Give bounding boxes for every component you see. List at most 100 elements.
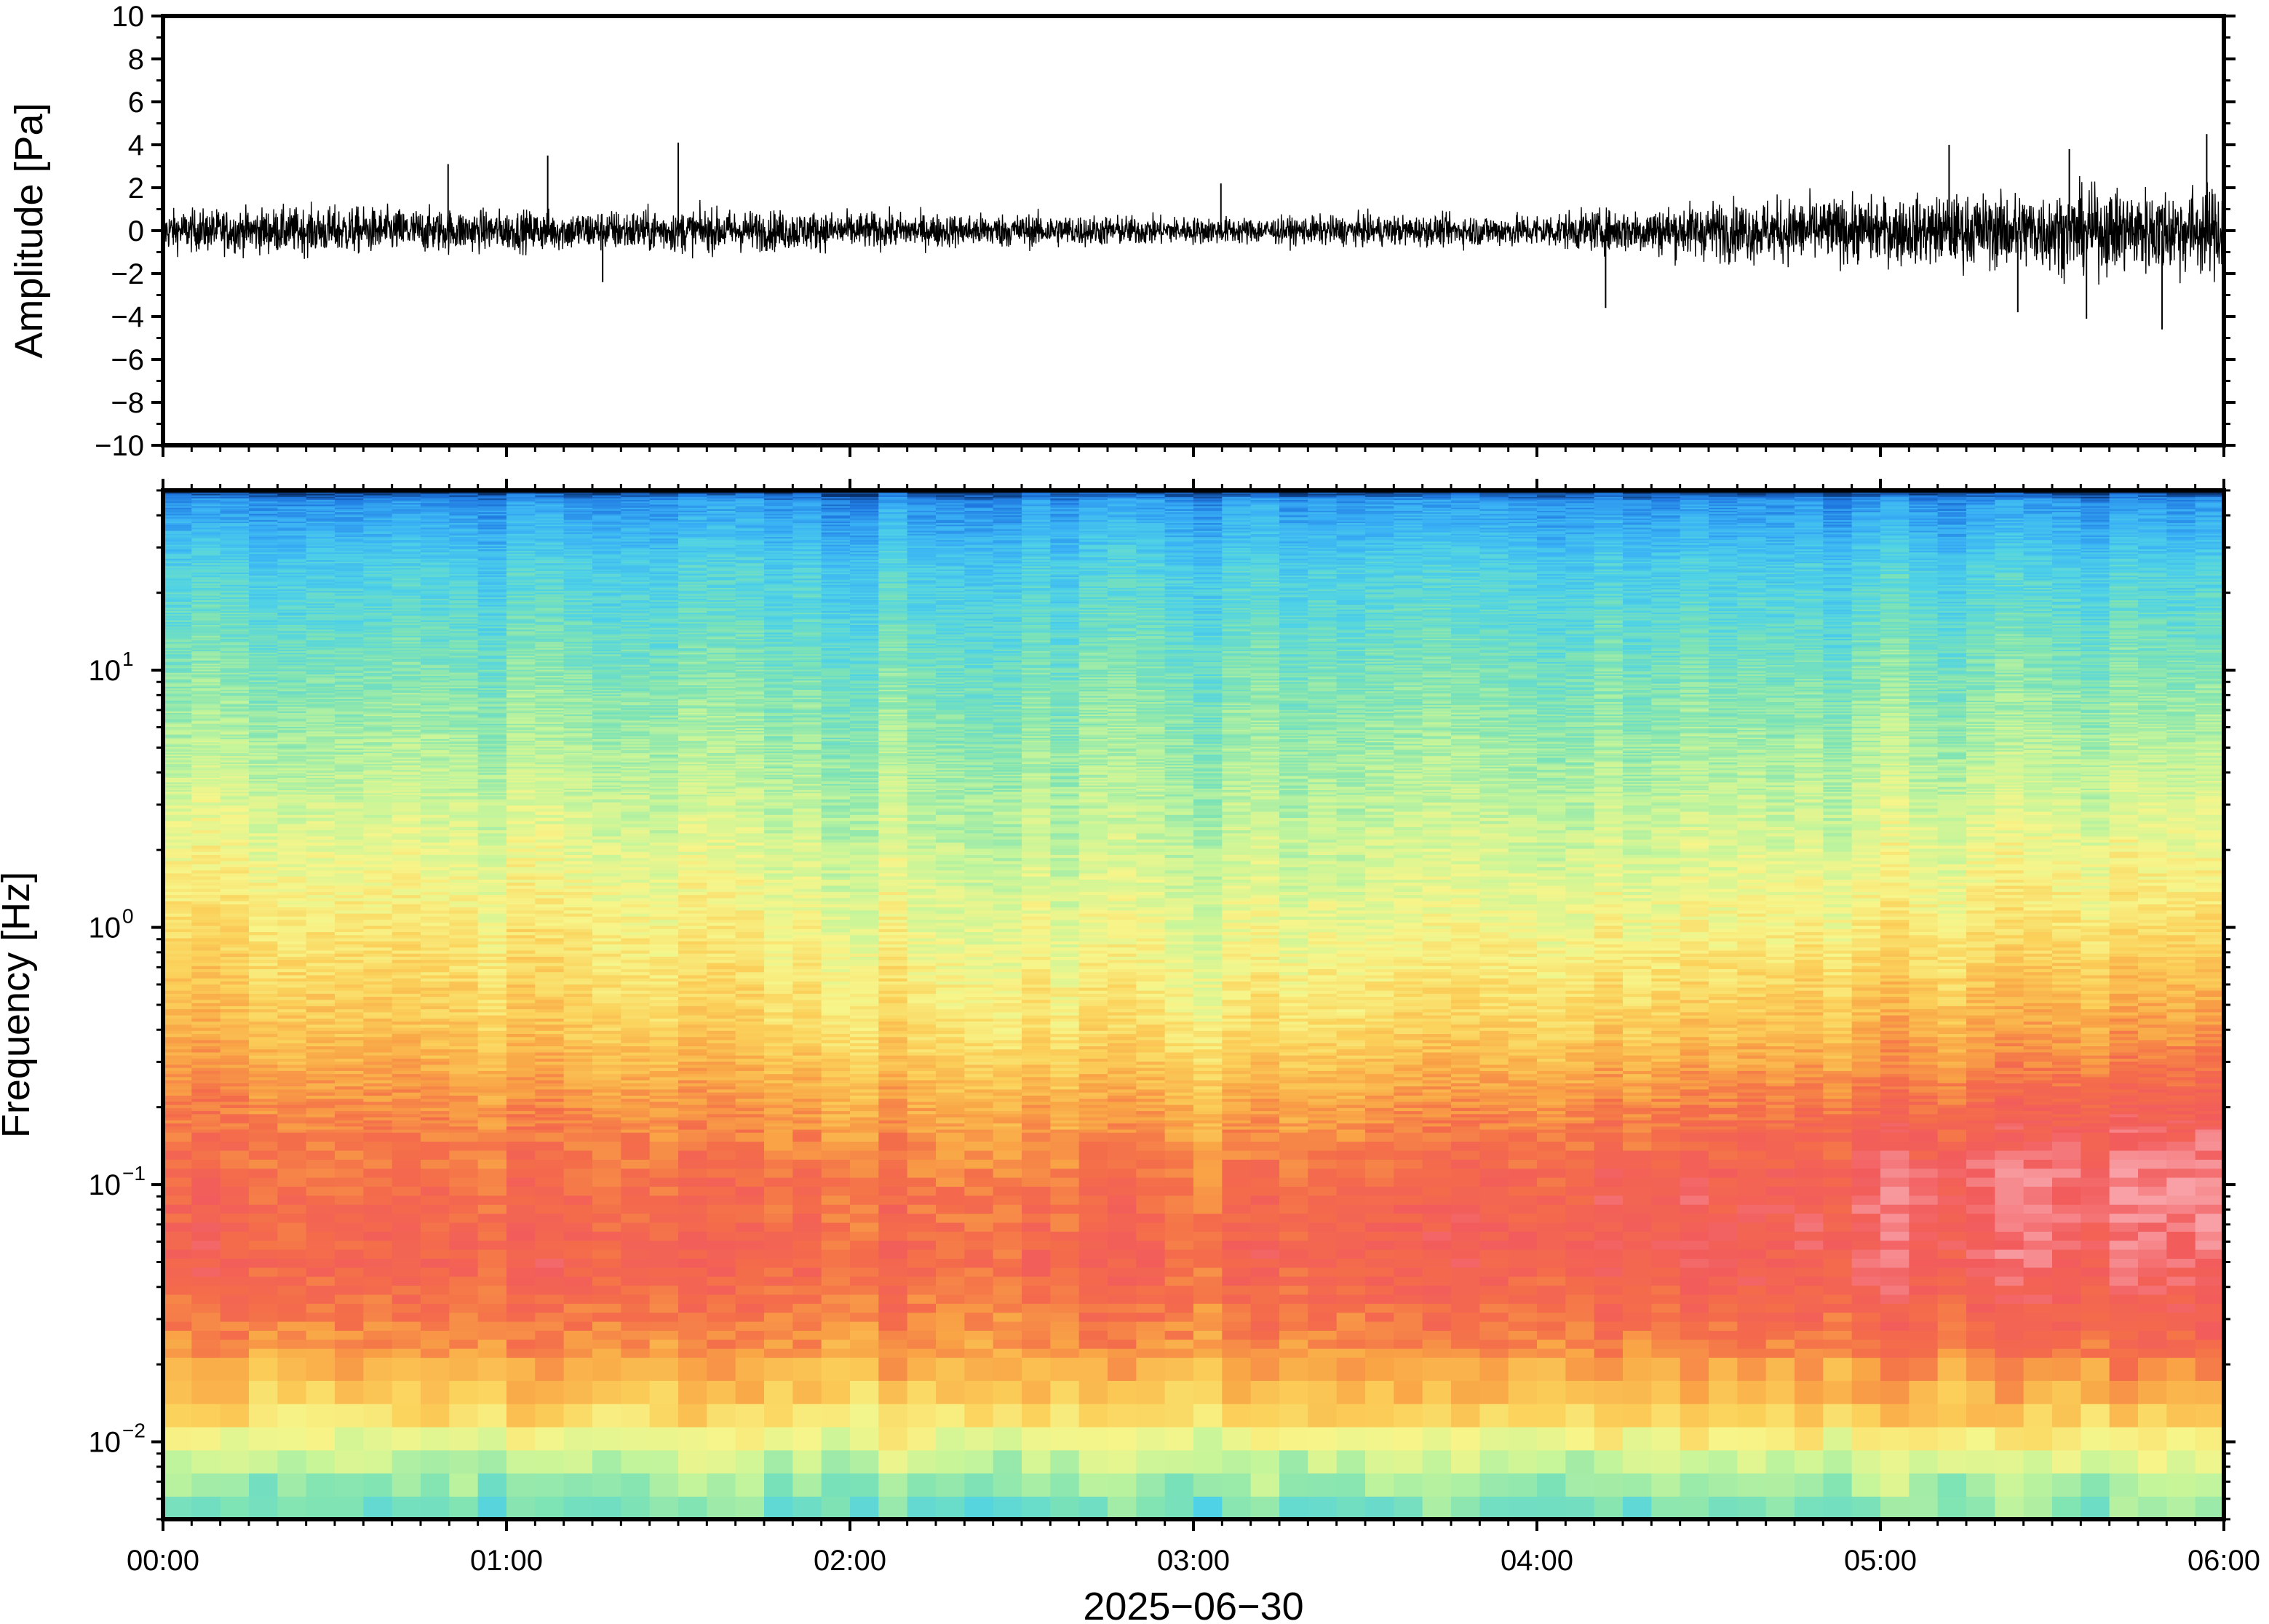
spectrogram-cell <box>249 1132 278 1142</box>
spectrogram-cell <box>220 1294 250 1304</box>
spectrogram-cell <box>535 1330 564 1340</box>
spectrogram-cell <box>277 1357 306 1381</box>
spectrogram-cell <box>363 1321 392 1331</box>
spectrogram-cell <box>421 1132 450 1142</box>
spectrogram-cell <box>249 1177 278 1187</box>
spectrogram-cell <box>564 1222 593 1232</box>
spectrogram-cell <box>249 1150 278 1160</box>
spectrogram-cell <box>506 1294 536 1304</box>
spectrogram-cell <box>506 1213 536 1222</box>
spectrogram-cell <box>335 1240 364 1249</box>
spectrogram-cell <box>421 1473 450 1497</box>
spectrogram-cell <box>564 1348 593 1358</box>
spectrogram-cell <box>506 1340 536 1349</box>
spectrogram-cell <box>220 1330 250 1340</box>
spectrogram-cell <box>249 1321 278 1331</box>
spectrogram-cell <box>449 1186 478 1195</box>
spectrogram-cell <box>191 1330 220 1340</box>
spectrogram-cell <box>449 1380 478 1404</box>
spectrogram-cell <box>392 1427 421 1451</box>
spectrogram-cell <box>564 1240 593 1249</box>
spectrogram-cell <box>163 1276 192 1286</box>
spectrogram-cell <box>478 1450 507 1474</box>
spectrogram-cell <box>421 1348 450 1358</box>
spectrogram-cell <box>220 1348 250 1358</box>
spectrogram-cell <box>392 1380 421 1404</box>
spectrogram-cell <box>421 1159 450 1169</box>
spectrogram-cell <box>306 1240 335 1249</box>
spectrogram-cell <box>277 1404 306 1428</box>
spectrogram-cell <box>535 1240 564 1249</box>
spectrogram-cell <box>421 1427 450 1451</box>
spectrogram-cell <box>363 1357 392 1381</box>
spectrogram-cell <box>306 1348 335 1358</box>
spectrogram-cell <box>392 1186 421 1195</box>
spectrogram-cell <box>363 1348 392 1358</box>
spectrogram-cell <box>163 1150 192 1160</box>
spectrogram-cell <box>191 1249 220 1259</box>
spectrogram-cell <box>335 1450 364 1474</box>
spectrogram-cell <box>421 1357 450 1381</box>
spectrogram-cell <box>163 1204 192 1214</box>
spectrogram-cell <box>191 1303 220 1313</box>
amplitude-tick-label: −6 <box>111 344 144 376</box>
spectrogram-cell <box>449 1473 478 1497</box>
spectrogram-cell <box>306 1473 335 1497</box>
spectrogram-cell <box>421 1294 450 1304</box>
spectrogram-cell <box>249 1404 278 1428</box>
spectrogram-cell <box>478 1496 507 1520</box>
spectrogram-cell <box>506 1330 536 1340</box>
spectrogram-cell <box>163 1294 192 1304</box>
spectrogram-cell <box>363 1496 392 1520</box>
spectrogram-cell <box>506 1380 536 1404</box>
spectrogram-cell <box>277 1285 306 1294</box>
spectrogram-cell <box>535 1496 564 1520</box>
spectrogram-cell <box>191 1141 220 1150</box>
spectrogram-cell <box>249 1213 278 1222</box>
spectrogram-cell <box>191 1213 220 1222</box>
spectrogram-cell <box>163 1177 192 1187</box>
spectrogram-cell <box>163 1357 192 1381</box>
spectrogram-cell <box>220 1177 250 1187</box>
spectrogram-cell <box>535 1258 564 1267</box>
spectrogram-cell <box>163 1258 192 1267</box>
spectrogram-cell <box>220 1249 250 1259</box>
spectrogram-cell <box>392 1267 421 1277</box>
spectrogram-cell <box>363 1380 392 1404</box>
spectrogram-cell <box>449 1427 478 1451</box>
spectrogram-cell <box>220 1141 250 1150</box>
spectrogram-cell <box>363 1267 392 1277</box>
spectrogram-cell <box>535 1267 564 1277</box>
spectrogram-cell <box>306 1496 335 1520</box>
spectrogram-cell <box>277 1222 306 1232</box>
spectrogram-cell <box>392 1258 421 1267</box>
spectrogram-cell <box>449 1222 478 1232</box>
spectrogram-cell <box>335 1340 364 1349</box>
spectrogram-cell <box>478 1231 507 1241</box>
spectrogram-cell <box>506 1177 536 1187</box>
spectrogram-cell <box>163 1240 192 1249</box>
spectrogram-cell <box>449 1330 478 1340</box>
spectrogram-cell <box>335 1380 364 1404</box>
spectrogram-cell <box>421 1186 450 1195</box>
spectrogram-cell <box>306 1303 335 1313</box>
spectrogram-cell <box>335 1267 364 1277</box>
spectrogram-cell <box>249 1204 278 1214</box>
spectrogram-cell <box>363 1404 392 1428</box>
spectrogram-cell <box>478 1473 507 1497</box>
spectrogram-cell <box>249 1294 278 1304</box>
spectrogram-cell <box>421 1213 450 1222</box>
spectrogram-cell <box>478 1150 507 1160</box>
spectrogram-cell <box>277 1195 306 1205</box>
spectrogram-cell <box>392 1450 421 1474</box>
spectrogram-cell <box>163 1427 192 1451</box>
spectrogram-cell <box>306 1330 335 1340</box>
spectrogram-cell <box>249 1186 278 1195</box>
spectrogram-cell <box>363 1330 392 1340</box>
spectrogram-cell <box>306 1294 335 1304</box>
spectrogram-cell <box>163 1404 192 1428</box>
spectrogram-cell <box>392 1330 421 1340</box>
spectrogram-cell <box>392 1141 421 1150</box>
spectrogram-cell <box>506 1404 536 1428</box>
spectrogram-cell <box>449 1159 478 1169</box>
